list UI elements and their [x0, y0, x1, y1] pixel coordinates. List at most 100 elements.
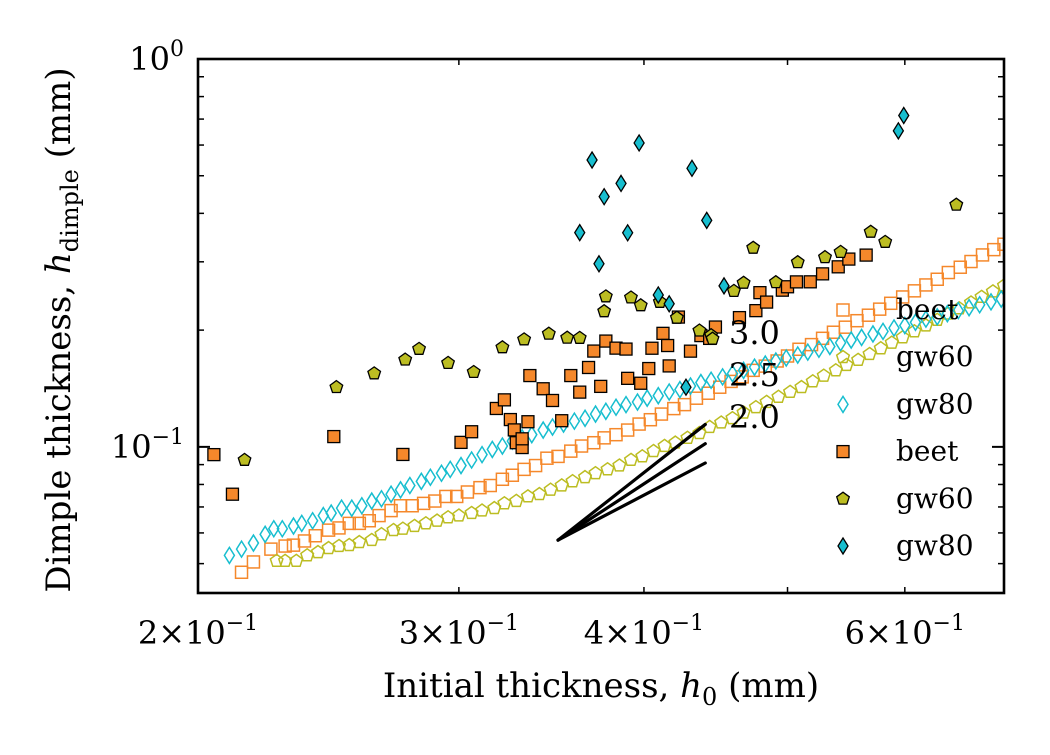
- data-point: [813, 339, 825, 359]
- data-point: [815, 267, 830, 281]
- data-point: [726, 364, 739, 384]
- data-point: [794, 379, 809, 394]
- data-point: [327, 429, 341, 444]
- legend-marker-icon: [836, 444, 850, 459]
- data-point: [834, 333, 847, 353]
- data-point: [898, 316, 911, 335]
- slope-line-3.0: [556, 422, 707, 542]
- data-point: [441, 355, 456, 370]
- data-point: [297, 534, 312, 548]
- data-point: [884, 335, 899, 349]
- data-point: [725, 410, 740, 425]
- data-point: [623, 452, 639, 467]
- data-point: [289, 553, 304, 568]
- data-point: [424, 467, 437, 487]
- data-point: [564, 444, 578, 458]
- data-point: [276, 519, 289, 539]
- data-point: [645, 341, 659, 355]
- data-point: [515, 432, 529, 446]
- data-point: [246, 555, 261, 569]
- data-point: [862, 346, 877, 361]
- data-point: [686, 159, 698, 178]
- data-point: [718, 276, 730, 296]
- data-point: [600, 461, 615, 476]
- data-point: [329, 379, 344, 394]
- data-point: [586, 150, 598, 170]
- data-point: [642, 361, 656, 376]
- legend-item: gw80: [837, 529, 974, 562]
- data-point: [749, 303, 763, 318]
- data-point: [805, 373, 820, 388]
- legend-label: beet: [896, 293, 959, 326]
- x-tick-label: 4×10−1: [584, 611, 704, 652]
- x-axis-label: Initial thickness, h0 (mm): [383, 666, 819, 711]
- x-tick-label: 3×10−1: [399, 611, 519, 652]
- data-point: [565, 473, 580, 488]
- data-point: [771, 389, 786, 404]
- data-point: [895, 329, 910, 344]
- plot-area: [198, 59, 1004, 593]
- data-point: [855, 328, 868, 347]
- x-tick-label: 6×10−1: [845, 611, 965, 652]
- data-point: [521, 415, 535, 429]
- legend-item: gw60: [835, 340, 974, 373]
- data-point: [412, 341, 427, 355]
- data-point: [396, 447, 410, 462]
- data-point: [537, 420, 550, 440]
- data-point: [234, 565, 249, 580]
- data-point: [748, 357, 761, 377]
- data-point: [620, 395, 632, 415]
- data-point: [663, 382, 676, 402]
- data-point: [444, 459, 457, 479]
- slope-label: 3.0: [729, 314, 780, 352]
- data-point: [473, 480, 487, 495]
- data-point: [321, 523, 336, 537]
- data-point: [476, 445, 488, 465]
- series-open-beet: [234, 237, 1004, 580]
- y-axis-label: Dimple thickness, hdimple (mm): [39, 67, 84, 592]
- data-point: [269, 553, 284, 568]
- data-point: [867, 324, 879, 344]
- data-point: [517, 332, 532, 346]
- data-point: [877, 321, 889, 341]
- legend-label: gw60: [896, 482, 974, 515]
- data-point: [385, 484, 397, 504]
- data-point: [308, 528, 323, 543]
- data-point: [669, 310, 684, 324]
- data-point: [623, 290, 638, 304]
- data-point: [632, 417, 646, 431]
- data-point: [455, 456, 467, 475]
- y-tick-label: 10−1: [111, 425, 184, 466]
- data-point: [342, 516, 356, 531]
- data-point: [791, 345, 804, 365]
- data-point: [345, 498, 358, 518]
- legend-label: gw60: [896, 340, 974, 373]
- data-point: [737, 360, 750, 380]
- data-point: [652, 386, 665, 406]
- data-point: [465, 450, 478, 470]
- data-point: [631, 392, 644, 412]
- data-point: [439, 489, 453, 504]
- data-point: [331, 538, 347, 553]
- legend-marker-icon: [837, 536, 849, 556]
- data-point: [985, 292, 997, 312]
- data-point: [963, 298, 975, 318]
- data-point: [859, 248, 873, 262]
- data-point: [597, 303, 612, 318]
- legend-item: beet: [836, 435, 959, 468]
- data-point: [540, 451, 554, 465]
- data-point: [451, 508, 466, 522]
- data-point: [335, 498, 348, 518]
- data-point: [306, 511, 319, 531]
- data-point: [759, 354, 772, 374]
- data-point: [286, 538, 301, 552]
- data-point: [873, 340, 888, 355]
- data-point: [235, 539, 248, 559]
- data-point: [495, 339, 510, 354]
- data-point: [863, 224, 878, 238]
- data-point: [732, 310, 747, 325]
- legend-marker-icon: [837, 394, 849, 414]
- data-point: [367, 366, 382, 380]
- data-point: [768, 274, 783, 289]
- data-point: [833, 244, 848, 259]
